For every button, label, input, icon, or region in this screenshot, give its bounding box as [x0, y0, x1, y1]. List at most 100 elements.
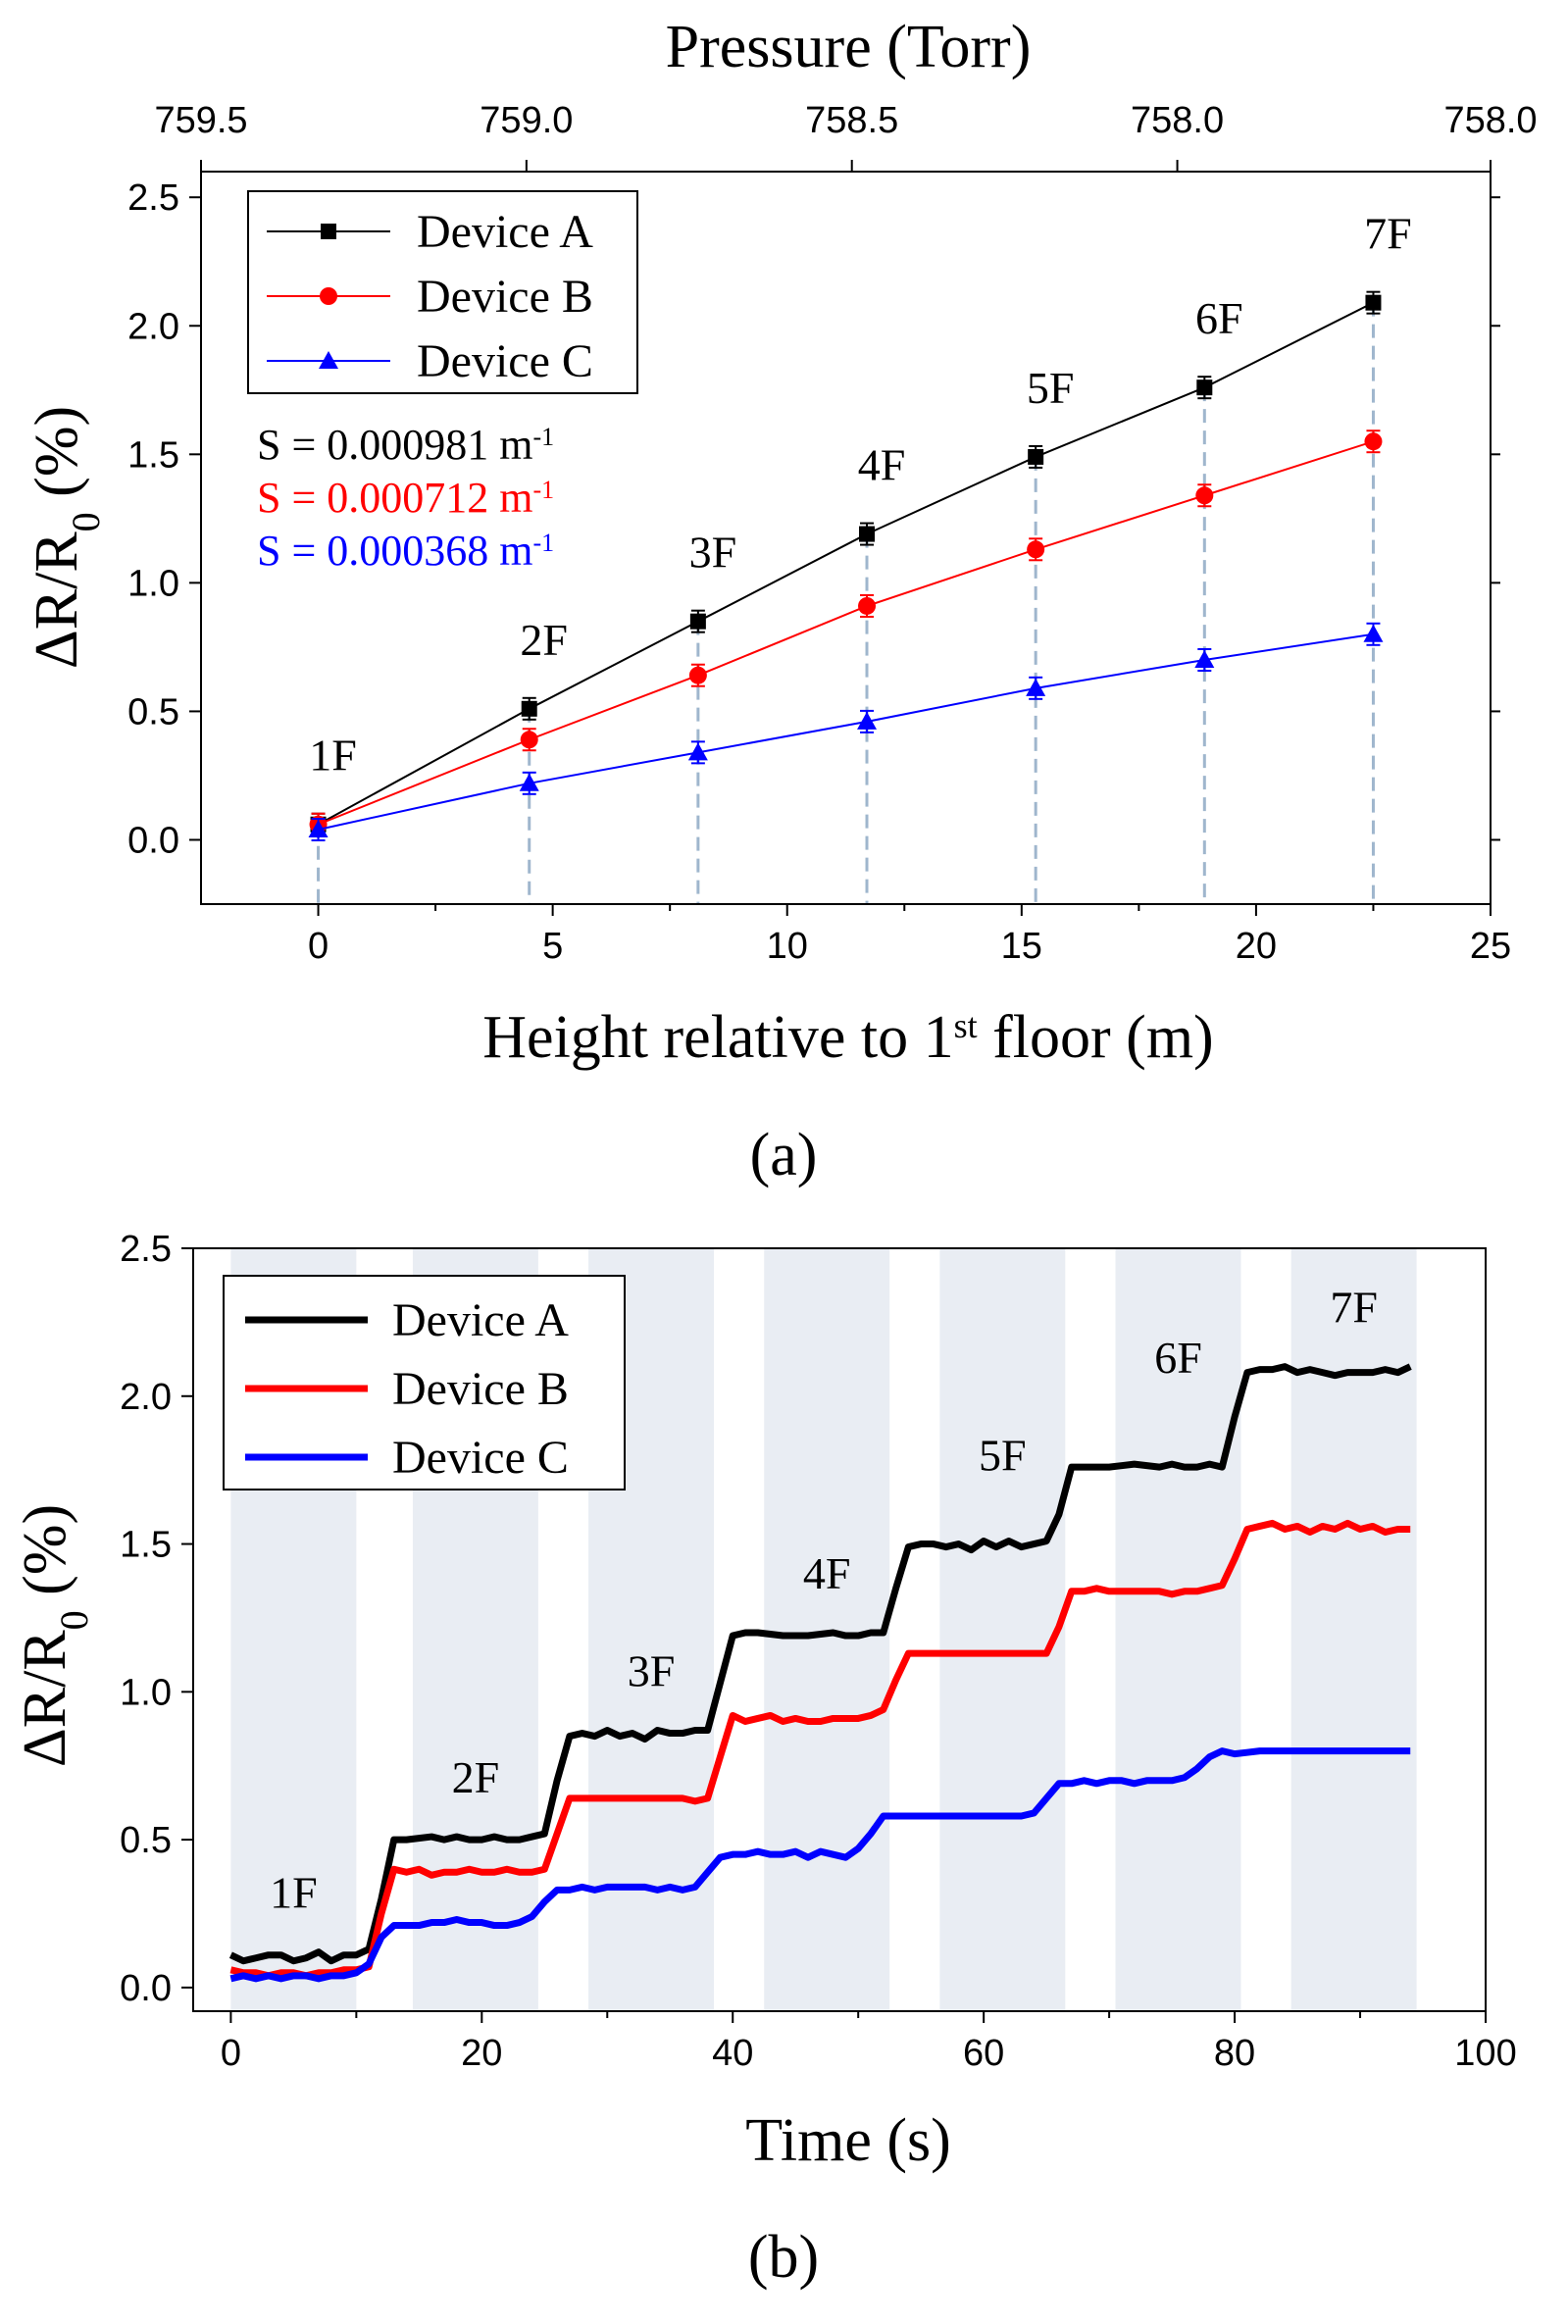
legend-item-device-b: Device B: [267, 271, 593, 323]
floor-band: [1290, 1248, 1417, 2011]
legend-frame: [247, 190, 638, 394]
legend-item-device-c: Device C: [245, 1432, 569, 1484]
floor-label: 4F: [858, 440, 906, 490]
x-tick-label: 15: [1001, 926, 1042, 967]
data-point-triangle: [1363, 624, 1384, 642]
chart-panel-a: 1F 2F 3F 4F 5F 6F 7F 0 5 10 15 20 25 0.0 0.5 1.0 1.5 2.…: [24, 14, 1538, 1188]
floor-label: 4F: [803, 1548, 851, 1598]
top-tick-label: 758.0: [1131, 100, 1224, 141]
y-tick-label: 2.5: [120, 1229, 172, 1270]
x-tick-label: 25: [1470, 926, 1511, 967]
x-tick-label: 0: [221, 2033, 241, 2074]
legend: Device A Device B Device C: [247, 190, 638, 394]
series-line-device-a: [228, 1363, 1412, 1965]
data-point-triangle: [1194, 650, 1215, 668]
legend-item-device-c: Device C: [267, 335, 593, 387]
legend-marker-circle: [320, 287, 337, 305]
series-line-device-c: [229, 1747, 1411, 1983]
x-tick-label: 10: [767, 926, 808, 967]
data-point-circle: [520, 731, 538, 749]
legend-label: Device B: [392, 1363, 569, 1415]
floor-label: 1F: [270, 1868, 318, 1918]
data-point-square: [689, 613, 706, 630]
data-point-square: [1365, 294, 1382, 311]
data-point-circle: [688, 666, 707, 684]
floor-label: 5F: [979, 1430, 1027, 1480]
x-axis-ticks: 0 5 10 15 20 25: [308, 904, 1511, 967]
top-axis-title: Pressure (Torr): [666, 14, 1032, 80]
y-tick-label: 1.0: [120, 1672, 172, 1713]
top-tick-label: 759.5: [154, 100, 247, 141]
x-tick-label: 100: [1454, 2033, 1516, 2074]
floor-band: [1115, 1248, 1241, 2011]
top-tick-label: 759.0: [480, 100, 573, 141]
y-axis-title: ΔR/R0 (%): [24, 406, 108, 669]
x-tick-label: 80: [1214, 2033, 1255, 2074]
sensitivity-annotations: S = 0.000981 m-1 S = 0.000712 m-1 S = 0.…: [257, 421, 554, 575]
data-point-square: [1028, 448, 1044, 465]
data-point-circle: [1027, 540, 1045, 559]
y-tick-label: 0.5: [127, 691, 179, 733]
floor-label: 7F: [1364, 209, 1412, 259]
x-tick-label: 20: [1236, 926, 1277, 967]
legend: Device A Device B Device C: [223, 1275, 626, 1490]
data-point-circle: [1364, 432, 1383, 451]
x-tick-label: 0: [308, 926, 329, 967]
y-tick-label: 0.0: [127, 820, 179, 861]
data-point-triangle: [519, 773, 539, 791]
top-axis-ticks: 759.5 759.0 758.5 758.0 758.0: [154, 100, 1538, 172]
floor-label: 2F: [452, 1752, 500, 1802]
y-axis-ticks: 0.0 0.5 1.0 1.5 2.0 2.5: [120, 1229, 193, 2009]
y-tick-label: 1.0: [127, 563, 179, 604]
legend-label: Device B: [417, 271, 593, 323]
plot-frame: [192, 1247, 1487, 2012]
top-tick-label: 758.5: [805, 100, 898, 141]
legend-item-device-a: Device A: [267, 206, 593, 258]
data-point-triangle: [308, 819, 329, 837]
series-layer: [228, 1363, 1412, 1983]
chart-panel-b: 1F 2F 3F 4F 5F 6F 7F 0 20 40 60 80 100 0.0 0.5 1.0 1.5…: [12, 1229, 1517, 2291]
legend-label: Device A: [392, 1294, 569, 1346]
series-layer: [308, 290, 1384, 841]
top-tick-label: 758.0: [1443, 100, 1537, 141]
floor-label: 7F: [1330, 1283, 1378, 1333]
y-axis-ticks: 0.0 0.5 1.0 1.5 2.0 2.5: [127, 177, 1500, 861]
sensitivity-device-c: S = 0.000368 m-1: [257, 527, 554, 575]
y-tick-label: 2.0: [120, 1377, 172, 1418]
y-axis-title: ΔR/R0 (%): [12, 1504, 96, 1767]
floor-label: 3F: [628, 1646, 676, 1696]
data-point-square: [859, 526, 876, 542]
x-tick-label: 60: [963, 2033, 1004, 2074]
y-tick-label: 0.0: [120, 1968, 172, 2009]
x-axis-ticks: 0 20 40 60 80 100: [221, 2011, 1517, 2074]
x-tick-label: 40: [712, 2033, 753, 2074]
sensitivity-device-a: S = 0.000981 m-1: [257, 421, 554, 469]
plot-frame: [200, 171, 1492, 905]
legend-marker-square: [321, 224, 336, 239]
data-point-triangle: [1026, 678, 1046, 696]
y-tick-label: 2.0: [127, 306, 179, 347]
floor-label: 6F: [1195, 293, 1243, 343]
y-tick-label: 1.5: [120, 1525, 172, 1566]
legend-label: Device C: [417, 335, 593, 387]
series-line-device-b: [229, 1519, 1411, 1980]
x-axis-title: Height relative to 1st floor (m): [482, 1004, 1213, 1071]
legend-marker-triangle: [319, 351, 338, 369]
data-point-square: [521, 700, 537, 717]
legend-item-device-a: Device A: [245, 1294, 569, 1346]
legend-item-device-b: Device B: [245, 1363, 569, 1415]
floor-labels: 1F 2F 3F 4F 5F 6F 7F: [270, 1283, 1378, 1918]
data-point-circle: [1195, 486, 1214, 505]
floor-band: [939, 1248, 1066, 2011]
sensitivity-device-b: S = 0.000712 m-1: [257, 474, 554, 522]
floor-label: 3F: [689, 528, 737, 578]
x-tick-label: 5: [542, 926, 563, 967]
floor-labels: 1F 2F 3F 4F 5F 6F 7F: [309, 209, 1412, 781]
y-tick-label: 2.5: [127, 177, 179, 219]
panel-label-b: (b): [748, 2224, 819, 2291]
series-line-device-c: [318, 632, 1374, 831]
x-tick-label: 20: [461, 2033, 502, 2074]
floor-label: 6F: [1154, 1333, 1202, 1383]
data-point-square: [1196, 379, 1213, 396]
